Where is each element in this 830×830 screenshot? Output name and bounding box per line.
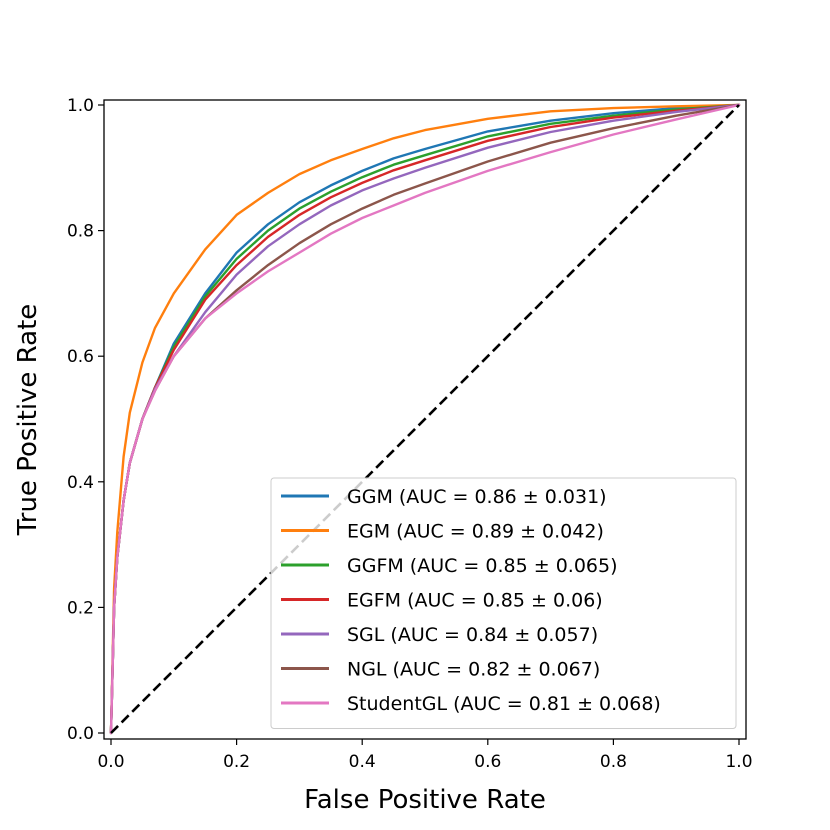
y-axis-label: True Positive Rate	[13, 304, 43, 537]
legend-label-ggfm: GGFM (AUC = 0.85 ± 0.065)	[347, 555, 618, 577]
chance-diagonal-line	[110, 104, 740, 734]
x-tick-label: 0.0	[97, 752, 124, 772]
x-tick-label: 0.4	[349, 752, 376, 772]
y-tick-label: 0.2	[67, 598, 94, 618]
y-tick-label: 0.6	[67, 347, 94, 367]
y-tick-label: 0.0	[67, 724, 94, 744]
legend-label-studentgl: StudentGL (AUC = 0.81 ± 0.068)	[347, 693, 661, 715]
x-tick-label: 1.0	[725, 752, 752, 772]
series-line-studentgl	[109, 103, 741, 735]
x-axis-label: False Positive Rate	[304, 785, 546, 815]
y-tick-label: 0.4	[67, 473, 94, 493]
x-tick-label: 0.8	[600, 752, 627, 772]
y-tick-label: 0.8	[67, 222, 94, 242]
x-tick-label: 0.2	[223, 752, 250, 772]
series-line-egm	[109, 103, 741, 735]
legend-label-egm: EGM (AUC = 0.89 ± 0.042)	[347, 521, 604, 543]
legend: GGM (AUC = 0.86 ± 0.031) EGM (AUC = 0.89 …	[270, 477, 737, 729]
legend-label-egfm: EGFM (AUC = 0.85 ± 0.06)	[347, 590, 603, 612]
legend-box	[270, 477, 737, 729]
y-tick-label: 1.0	[67, 96, 94, 116]
x-tick-label: 0.6	[474, 752, 501, 772]
legend-label-ggm: GGM (AUC = 0.86 ± 0.031)	[347, 486, 607, 508]
plot-frame	[103, 99, 747, 740]
legend-label-ngl: NGL (AUC = 0.82 ± 0.067)	[347, 659, 600, 681]
axis-ticks: 0.0 0.2 0.4 0.6 0.8 1.0 0.0 0.2 0.4 0.6 0.8 1.0	[67, 96, 753, 772]
legend-label-sgl: SGL (AUC = 0.84 ± 0.057)	[347, 624, 598, 646]
plot-lines	[109, 103, 741, 735]
